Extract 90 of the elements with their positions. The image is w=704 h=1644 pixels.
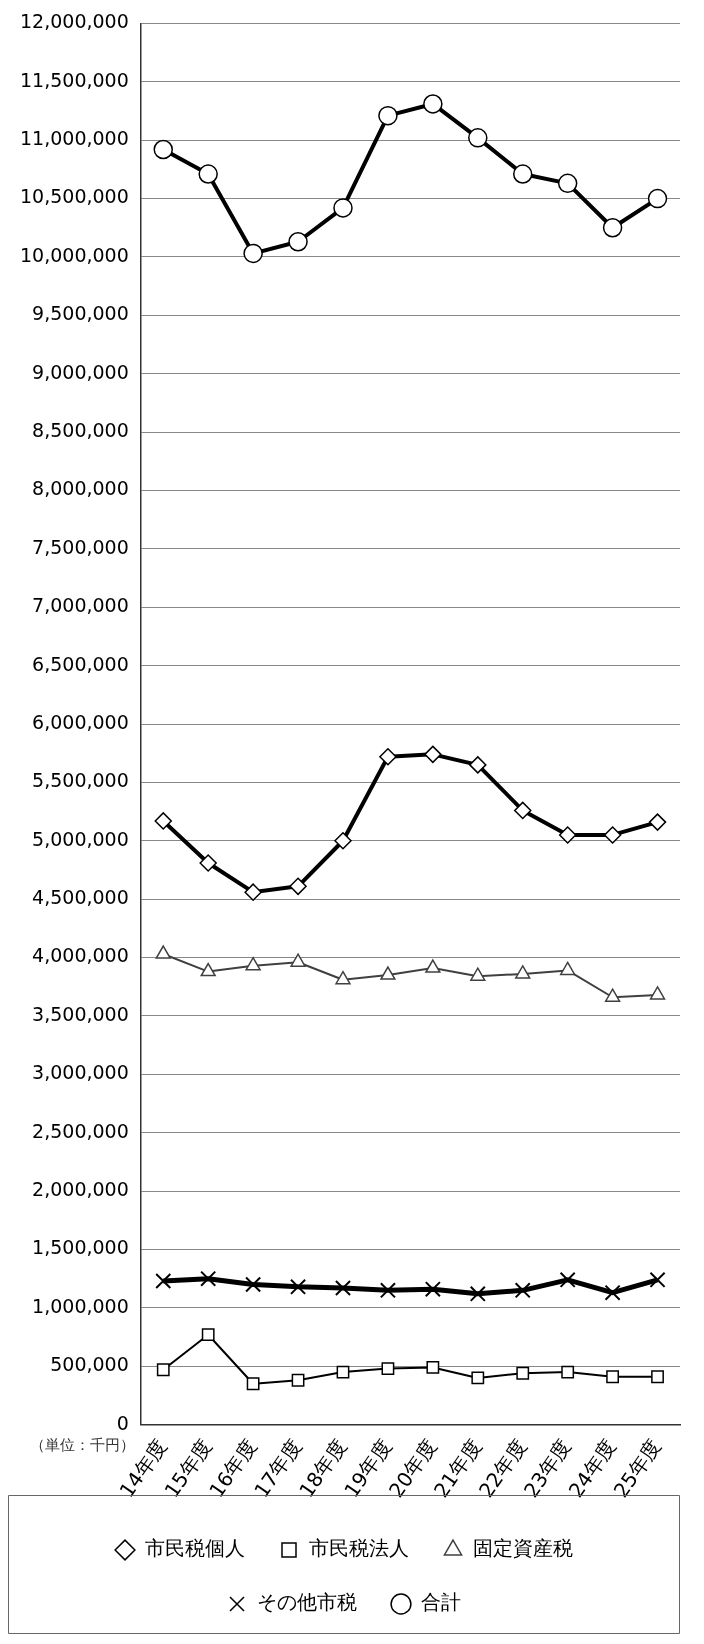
y-tick-label: 7,500,000 xyxy=(32,535,129,558)
y-tick-label: 9,500,000 xyxy=(32,302,129,325)
point xyxy=(156,1363,170,1377)
point xyxy=(470,967,486,981)
y-tick-label: 1,000,000 xyxy=(32,1294,129,1317)
y-tick-label: 2,500,000 xyxy=(32,1119,129,1142)
y-tick-label: 11,000,000 xyxy=(19,127,129,150)
y-tick-label: 8,500,000 xyxy=(32,419,129,442)
point xyxy=(381,1362,395,1375)
y-tick-label: 1,500,000 xyxy=(32,1236,129,1259)
point xyxy=(199,854,217,872)
legend-label: 市民税個人 xyxy=(145,1536,245,1561)
point xyxy=(469,1285,486,1302)
y-tick-label: 11,500,000 xyxy=(19,68,129,91)
point xyxy=(335,970,351,985)
point xyxy=(333,198,353,218)
point xyxy=(245,1276,262,1293)
point xyxy=(380,966,396,980)
y-tick-label: 0 xyxy=(116,1411,129,1434)
legend-label: 固定資産税 xyxy=(473,1536,573,1561)
point xyxy=(513,801,532,820)
y-tick-label: 6,000,000 xyxy=(32,710,129,733)
point xyxy=(426,1361,440,1374)
point xyxy=(604,1284,621,1301)
point xyxy=(289,1278,307,1295)
legend-label: その他市税 xyxy=(257,1590,357,1615)
y-tick-label: 6,500,000 xyxy=(32,652,129,675)
y-tick-label: 500,000 xyxy=(50,1353,129,1376)
point xyxy=(243,243,263,264)
point xyxy=(379,747,397,766)
point xyxy=(200,962,216,977)
point xyxy=(291,1373,305,1387)
point xyxy=(602,218,623,238)
point xyxy=(378,105,398,126)
point xyxy=(603,826,622,844)
point xyxy=(468,128,488,148)
point xyxy=(651,1370,664,1384)
point xyxy=(289,877,307,896)
point xyxy=(201,1328,215,1342)
y-tick-label: 10,000,000 xyxy=(19,243,129,266)
y-tick-label: 8,000,000 xyxy=(32,477,129,500)
point xyxy=(379,1282,396,1299)
point xyxy=(516,1366,530,1380)
legend-label: 市民税法人 xyxy=(309,1536,409,1561)
y-tick-label: 2,000,000 xyxy=(32,1178,129,1201)
y-tick-label: 9,000,000 xyxy=(32,360,129,383)
point xyxy=(290,953,306,967)
point xyxy=(558,826,577,844)
point xyxy=(198,164,218,184)
point xyxy=(424,745,442,764)
point xyxy=(647,188,668,209)
point xyxy=(246,1377,260,1391)
point xyxy=(469,756,487,774)
point xyxy=(649,1271,666,1288)
point xyxy=(245,956,261,971)
point xyxy=(559,961,576,976)
point xyxy=(334,1279,352,1297)
y-tick-label: 4,500,000 xyxy=(32,886,129,909)
point xyxy=(606,1370,620,1384)
y-tick-label: 4,000,000 xyxy=(32,944,129,967)
point xyxy=(559,1271,576,1288)
point xyxy=(515,965,531,979)
y-tick-label: 3,500,000 xyxy=(32,1002,129,1025)
point xyxy=(423,94,443,114)
legend-label: 合計 xyxy=(421,1590,461,1615)
point xyxy=(648,813,667,831)
y-tick-label: 5,000,000 xyxy=(32,827,129,850)
y-tick-label: 7,000,000 xyxy=(32,594,129,617)
point xyxy=(604,988,621,1002)
point xyxy=(200,1270,217,1287)
point xyxy=(557,173,578,194)
y-tick-label: 5,500,000 xyxy=(32,769,129,792)
point xyxy=(244,883,262,901)
point xyxy=(425,959,441,973)
point xyxy=(154,812,172,830)
point xyxy=(334,832,352,850)
point xyxy=(424,1281,441,1298)
point xyxy=(155,1272,172,1290)
point xyxy=(649,986,666,1000)
text: （単位：千円） xyxy=(29,1436,135,1455)
point xyxy=(512,164,533,184)
point xyxy=(561,1365,575,1379)
point xyxy=(155,945,171,959)
y-tick-label: 12,000,000 xyxy=(19,10,129,33)
y-tick-label: 10,500,000 xyxy=(19,185,129,208)
y-tick-label: 3,000,000 xyxy=(32,1061,129,1084)
point xyxy=(288,232,308,252)
point xyxy=(471,1371,485,1385)
point xyxy=(514,1282,531,1299)
point xyxy=(153,139,173,160)
